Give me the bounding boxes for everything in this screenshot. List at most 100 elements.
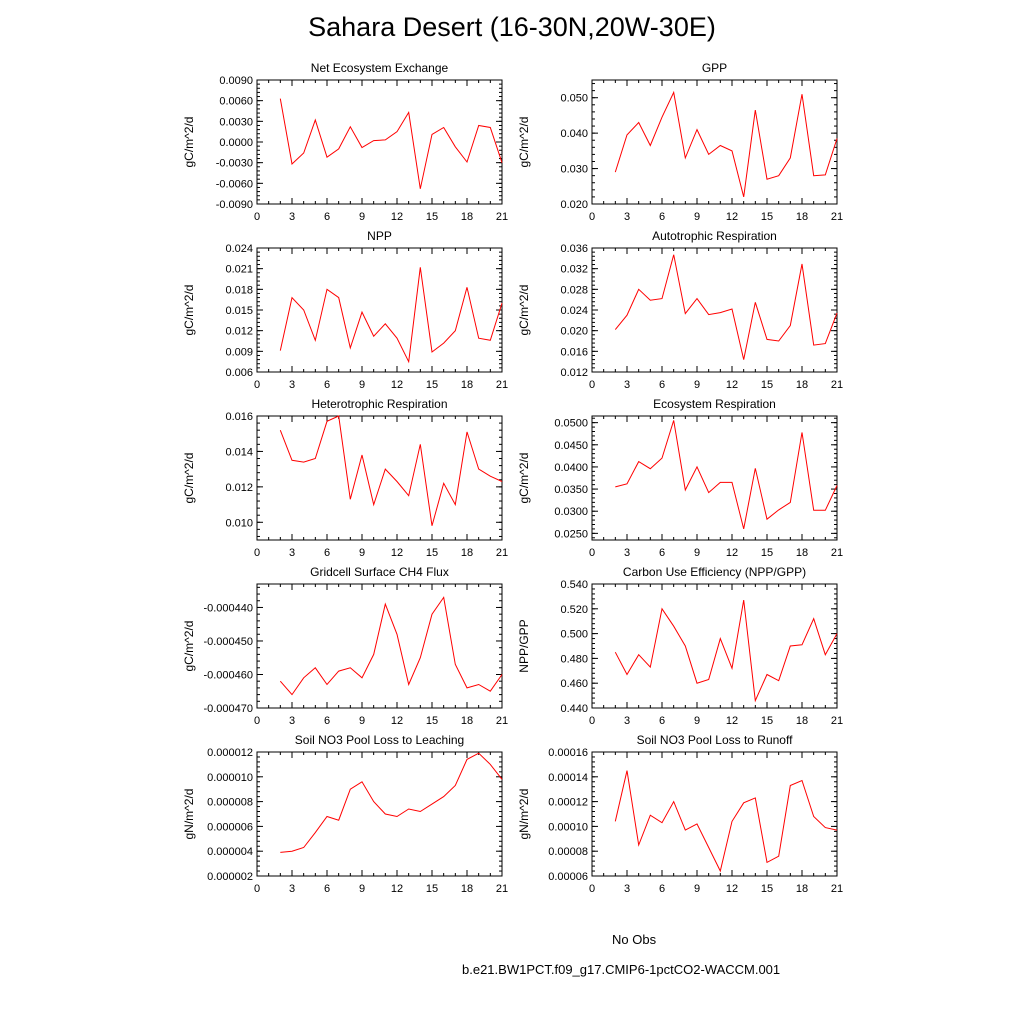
x-tick-label: 18 [796,379,808,391]
series-line [614,90,838,198]
y-tick-label: 0.036 [560,243,588,255]
plot-frame [591,751,838,877]
panel-title: GPP [702,61,727,75]
x-tick-label: 9 [694,211,700,223]
x-tick-label: 21 [496,211,508,223]
y-tick-label: 0.028 [560,284,588,296]
x-tick-label: 6 [324,211,330,223]
series-line [614,770,838,873]
x-tick-label: 15 [426,547,438,559]
plot-frame [256,415,503,541]
y-tick-label: -0.000450 [203,636,253,648]
x-tick-label: 3 [289,547,295,559]
y-tick-label: 0.440 [560,703,588,715]
y-tick-label: -0.0090 [216,199,253,211]
y-tick-label: 0.0060 [219,96,253,108]
x-tick-label: 3 [624,211,630,223]
panel-title: NPP [367,229,392,243]
x-tick-label: 3 [624,547,630,559]
x-tick-label: 18 [796,715,808,727]
x-tick-label: 0 [589,211,595,223]
panel-ecosystem-respiration: 0 3 6 9 12 15 18 21 0.0250 0.0300 0.0350 0.0400 0.04… [517,397,843,559]
y-tick-label: 0.000002 [207,871,253,883]
panel-title: Net Ecosystem Exchange [311,61,449,75]
y-tick-label: 0.00014 [548,772,588,784]
x-tick-label: 15 [761,211,773,223]
x-tick-label: 9 [694,547,700,559]
panel-soil-no3-pool-loss-to-leaching: 0 3 6 9 12 15 18 21 0.000002 0.000004 0.000006 0.00… [182,733,508,895]
x-tick-label: 15 [761,379,773,391]
x-tick-label: 12 [391,715,403,727]
x-tick-label: 9 [359,379,365,391]
x-tick-label: 0 [254,883,260,895]
panel-title: Gridcell Surface CH4 Flux [310,565,449,579]
y-axis-label: gC/m^2/d [517,453,531,504]
x-tick-label: 21 [831,883,843,895]
panel-title: Soil NO3 Pool Loss to Runoff [637,733,794,747]
x-tick-label: 15 [426,715,438,727]
y-tick-label: 0.00008 [548,846,588,858]
legend-label-model-run: b.e21.BW1PCT.f09_g17.CMIP6-1pctCO2-WACCM… [462,962,781,977]
x-tick-label: 12 [726,379,738,391]
y-tick-label: 0.016 [560,346,588,358]
y-tick-label: -0.0030 [216,158,253,170]
x-tick-label: 9 [359,547,365,559]
x-tick-label: 9 [694,715,700,727]
series-line [279,267,503,364]
plot-frame [256,247,503,373]
y-tick-label: 0.0000 [219,137,253,149]
y-tick-label: 0.00012 [548,797,588,809]
x-tick-label: 6 [324,883,330,895]
plot-frame [591,79,838,205]
series-line [280,752,503,853]
y-tick-label: 0.0500 [554,418,588,430]
y-axis-label: NPP/GPP [517,619,531,672]
y-tick-label: 0.021 [225,264,253,276]
x-tick-label: 3 [289,715,295,727]
x-tick-label: 9 [359,715,365,727]
x-tick-label: 0 [589,379,595,391]
x-tick-label: 12 [391,379,403,391]
series-line [615,420,838,530]
x-tick-label: 18 [461,211,473,223]
y-tick-label: 0.020 [560,199,588,211]
y-tick-label: 0.000010 [207,772,253,784]
panel-title: Autotrophic Respiration [652,229,777,243]
y-tick-label: 0.0450 [554,440,588,452]
y-tick-label: 0.018 [225,284,253,296]
series-line [279,98,503,189]
y-tick-label: 0.000006 [207,821,253,833]
y-axis-label: gC/m^2/d [182,453,196,504]
legend-label-no-obs: No Obs [612,932,657,947]
y-tick-label: 0.015 [225,305,253,317]
x-tick-label: 6 [659,211,665,223]
panel-autotrophic-respiration: 0 3 6 9 12 15 18 21 0.012 0.016 0.020 0.024 0.028 0.0… [517,229,843,391]
y-tick-label: 0.030 [560,164,588,176]
y-tick-label: 0.000012 [207,747,253,759]
y-tick-label: 0.500 [560,629,588,641]
panel-carbon-use-efficiency-npp-gpp: 0 3 6 9 12 15 18 21 0.440 0.460 0.480 0.500 0.520 0.5… [517,565,843,727]
x-tick-label: 0 [254,211,260,223]
y-tick-label: 0.014 [225,446,253,458]
y-axis-label: gN/m^2/d [182,789,196,840]
x-tick-label: 12 [391,211,403,223]
x-tick-label: 9 [359,883,365,895]
x-tick-label: 15 [761,547,773,559]
y-tick-label: 0.024 [560,305,588,317]
y-tick-label: 0.016 [225,411,253,423]
x-tick-label: 15 [426,211,438,223]
x-tick-label: 6 [659,379,665,391]
x-tick-label: 15 [761,883,773,895]
x-tick-label: 15 [426,379,438,391]
series-line [279,596,503,696]
x-tick-label: 18 [461,547,473,559]
y-tick-label: 0.012 [225,482,253,494]
x-tick-label: 21 [496,715,508,727]
y-tick-label: 0.006 [225,367,253,379]
x-tick-label: 0 [589,883,595,895]
y-tick-label: 0.00016 [548,747,588,759]
y-tick-label: 0.0400 [554,462,588,474]
x-tick-label: 12 [726,547,738,559]
y-tick-label: 0.00006 [548,871,588,883]
plot-frame [256,751,503,877]
